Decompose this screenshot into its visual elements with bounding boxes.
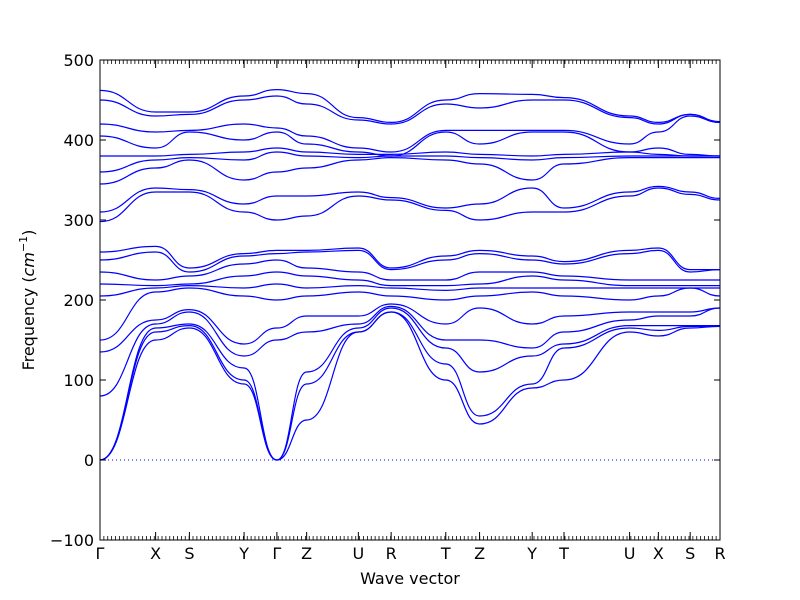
band-line-19 (99, 95, 721, 125)
band-line-16 (99, 147, 720, 157)
x-tick-label: R (386, 544, 397, 563)
x-tick-label: S (685, 544, 695, 563)
y-tick-label: 200 (63, 291, 94, 310)
x-tick-label: Z (301, 544, 312, 563)
band-line-7 (99, 283, 720, 297)
y-tick-label: 400 (63, 131, 94, 150)
y-axis-label-exponent: −1 (17, 236, 30, 252)
y-tick-label: 300 (63, 211, 94, 230)
y-axis-label-close: ) (19, 230, 38, 236)
band-line-4 (99, 305, 721, 397)
x-tick-label: Y (526, 544, 537, 563)
band-line-2 (99, 311, 720, 461)
y-tick-label: 100 (63, 371, 94, 390)
x-tick-label: R (714, 544, 725, 563)
x-tick-label: Z (474, 544, 485, 563)
band-line-10 (99, 249, 721, 273)
band-line-17 (99, 131, 721, 157)
y-axis-label: Frequency (cm−1) (17, 230, 38, 371)
x-tick-label: Y (238, 544, 249, 563)
y-axis-label-text: Frequency ( (19, 276, 38, 370)
band-line-11 (99, 245, 720, 271)
y-tick-label: −100 (50, 531, 94, 550)
x-tick-label: Γ (272, 544, 281, 563)
y-tick-label: 0 (84, 451, 94, 470)
x-tick-label: S (184, 544, 194, 563)
band-line-8 (99, 271, 720, 287)
band-line-5 (99, 303, 721, 353)
band-line-15 (99, 151, 720, 173)
band-lines (99, 88, 721, 461)
band-line-13 (99, 185, 721, 213)
y-tick-label: 500 (63, 51, 94, 70)
y-axis-ticks: −100 0 100 200 300 400 500 (50, 51, 720, 550)
band-line-14 (99, 156, 720, 185)
band-line-6 (99, 287, 721, 341)
x-tick-label: U (352, 544, 364, 563)
band-line-3 (99, 307, 720, 461)
plot-frame (99, 59, 721, 541)
x-axis-label: Wave vector (360, 569, 460, 588)
x-tick-label: U (624, 544, 636, 563)
x-tick-label: X (653, 544, 664, 563)
x-tick-label: T (440, 544, 451, 563)
x-tick-label: Γ (96, 544, 105, 563)
band-line-12 (99, 187, 721, 223)
x-tick-label: T (558, 544, 569, 563)
band-line-18 (99, 115, 721, 153)
y-axis-label-unit: cm (19, 252, 38, 276)
band-line-9 (99, 259, 720, 281)
x-tick-label: X (150, 544, 161, 563)
band-line-20 (99, 88, 721, 124)
